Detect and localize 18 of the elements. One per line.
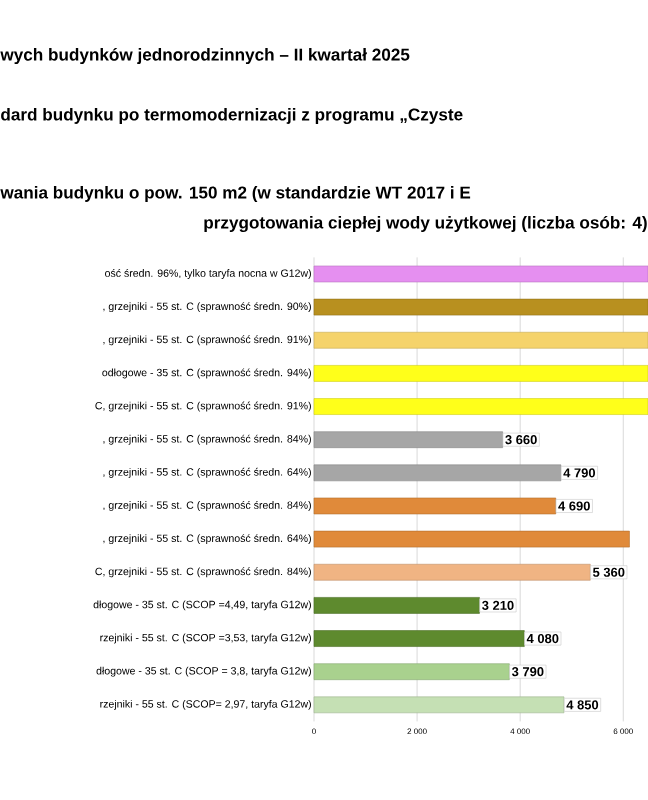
bar xyxy=(313,630,525,647)
bar xyxy=(313,563,591,581)
bar xyxy=(313,530,630,548)
text: przygotowania ciepłej wody użytkowej (liczba osób: 4) xyxy=(204,215,647,233)
bar xyxy=(313,696,565,714)
bar xyxy=(313,365,648,382)
text: wania budynku o pow. 150 m2 (w standardzie WT 2017 i E xyxy=(0,186,471,202)
bar xyxy=(313,298,648,316)
bar xyxy=(313,398,648,415)
bar xyxy=(313,663,510,680)
chart-title: wych budynków jednorodzinnych – II kwartał 2025 xyxy=(0,47,410,65)
bar xyxy=(313,331,648,349)
chart-subtitle: dard budynku po termomodernizacji z programu „Czyste xyxy=(1,107,463,125)
bar xyxy=(313,265,648,283)
bar xyxy=(313,431,503,448)
bar xyxy=(313,597,480,614)
bar xyxy=(313,464,562,482)
bar xyxy=(313,497,557,515)
